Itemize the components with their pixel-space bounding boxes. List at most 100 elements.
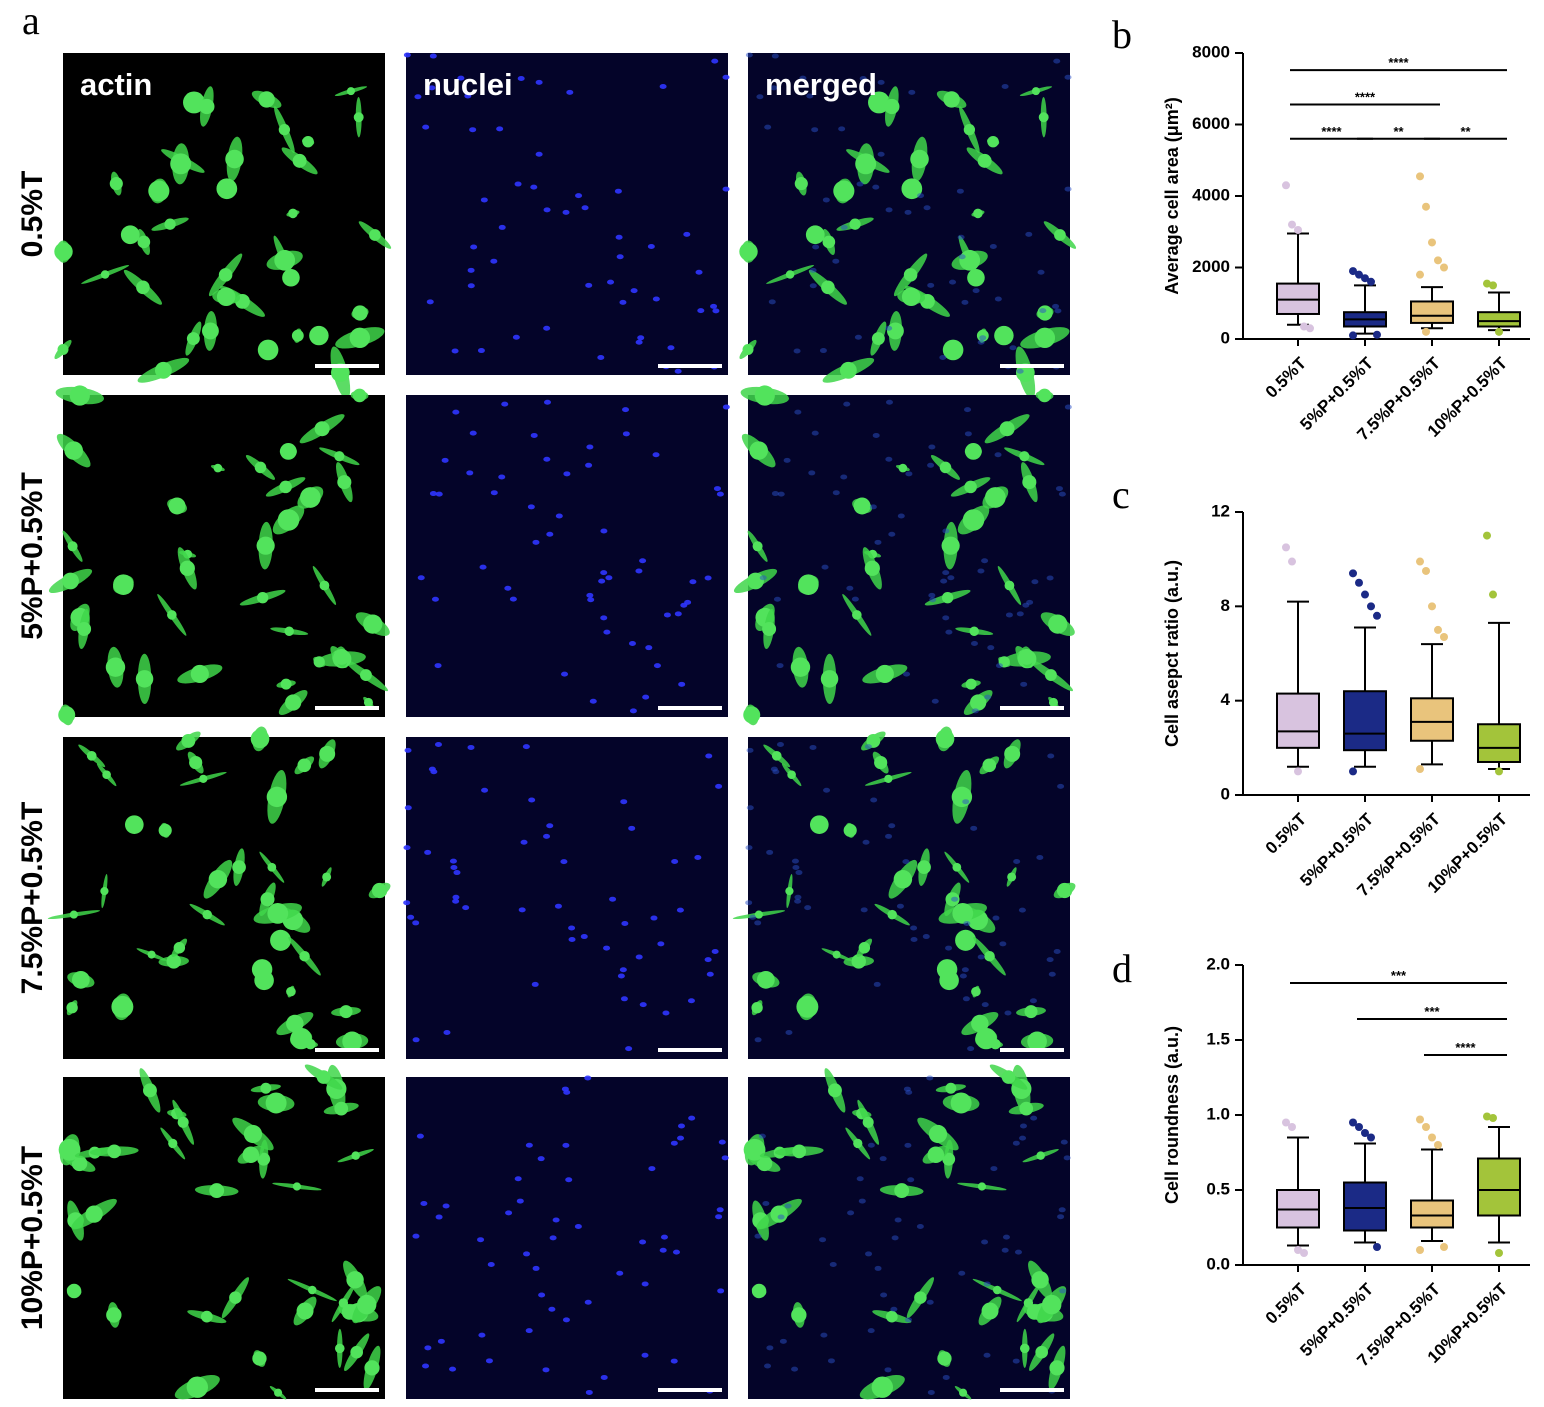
- cell-body: [982, 758, 997, 773]
- cell-body: [1035, 1345, 1048, 1359]
- nucleus: [983, 1281, 991, 1287]
- nucleus: [746, 805, 754, 811]
- nucleus: [927, 1389, 935, 1395]
- y-tick-label: 8000: [1192, 42, 1230, 61]
- nucleus: [749, 914, 757, 920]
- nucleus: [662, 1010, 670, 1016]
- y-tick-label: 8: [1221, 596, 1230, 615]
- significance-label: **: [1393, 124, 1404, 139]
- nucleus: [528, 797, 536, 803]
- cell-body: [260, 1082, 272, 1094]
- nucleus: [452, 894, 460, 900]
- cell-body: [999, 421, 1015, 437]
- nucleus: [660, 1234, 668, 1240]
- nucleus: [1004, 1010, 1012, 1016]
- cell-body: [319, 580, 330, 591]
- nucleus: [603, 945, 611, 951]
- cell-body: [100, 886, 109, 896]
- nucleus: [490, 258, 498, 264]
- nucleus: [629, 708, 637, 714]
- cell-body: [832, 950, 841, 959]
- nucleus: [884, 1367, 892, 1373]
- cell-body: [66, 1002, 78, 1014]
- nucleus: [403, 845, 411, 851]
- cell-body: [941, 592, 954, 604]
- nucleus: [819, 1237, 827, 1243]
- nucleus: [504, 585, 512, 591]
- nucleus: [650, 915, 658, 921]
- cell-body: [286, 1014, 304, 1033]
- cell-body: [168, 1138, 178, 1149]
- cell-body: [346, 87, 355, 96]
- nucleus: [597, 355, 605, 361]
- nucleus: [1064, 404, 1072, 410]
- nucleus: [992, 915, 1000, 921]
- significance-label: ***: [1391, 968, 1407, 983]
- nucleus: [450, 865, 458, 871]
- cell-body: [186, 332, 200, 346]
- cell-body: [120, 225, 140, 245]
- nucleus: [791, 858, 799, 864]
- nucleus: [1055, 486, 1063, 492]
- cell-body: [257, 1152, 271, 1166]
- cell-body: [820, 670, 839, 688]
- nucleus: [905, 1089, 913, 1095]
- cell-body: [935, 729, 955, 749]
- nucleus: [890, 1306, 898, 1312]
- nucleus: [428, 85, 436, 91]
- nucleus: [648, 1166, 656, 1172]
- nucleus: [697, 308, 705, 314]
- outlier: [1367, 602, 1375, 611]
- cell-body: [951, 786, 973, 808]
- cell-body: [962, 509, 985, 531]
- panel-letter: d: [1112, 946, 1132, 991]
- nucleus: [715, 1214, 723, 1220]
- nucleus: [958, 254, 966, 260]
- cell-body: [334, 1343, 345, 1354]
- nucleus: [712, 308, 720, 314]
- cell-body: [796, 995, 819, 1018]
- nucleus: [560, 859, 568, 865]
- cell-body: [739, 242, 758, 261]
- nucleus: [420, 1201, 428, 1207]
- nucleus: [1057, 1214, 1065, 1220]
- nucleus: [867, 1328, 875, 1334]
- outlier: [1489, 590, 1497, 599]
- outlier: [1300, 322, 1308, 331]
- nucleus: [1047, 753, 1055, 759]
- y-tick-label: 0: [1221, 784, 1230, 803]
- nucleus: [773, 596, 781, 602]
- outlier: [1434, 256, 1442, 265]
- significance-label: ****: [1355, 89, 1376, 104]
- nucleus: [562, 1317, 570, 1323]
- nucleus: [501, 401, 509, 407]
- outlier: [1428, 602, 1436, 611]
- nucleus: [566, 89, 574, 95]
- cell-body: [260, 892, 275, 907]
- nucleus: [670, 1358, 678, 1364]
- nucleus: [939, 355, 947, 361]
- y-tick-label: 0.0: [1206, 1254, 1230, 1273]
- nucleus: [869, 504, 877, 510]
- cell-body: [927, 1146, 945, 1164]
- cell-body: [57, 344, 69, 355]
- cell-body: [751, 1002, 763, 1014]
- outlier: [1422, 1123, 1430, 1131]
- micrograph: [54, 53, 392, 399]
- nucleus: [989, 244, 997, 250]
- cell-body: [278, 124, 291, 136]
- nucleus: [614, 188, 622, 194]
- nucleus: [776, 663, 784, 669]
- cell-body: [971, 1014, 989, 1033]
- cell-body: [839, 361, 857, 379]
- nucleus: [480, 197, 488, 203]
- nucleus: [630, 288, 638, 294]
- nucleus: [437, 1338, 445, 1344]
- nucleus: [838, 126, 846, 132]
- nucleus: [929, 597, 937, 603]
- cell-body: [964, 480, 977, 494]
- nucleus: [509, 596, 517, 602]
- cell-body: [202, 909, 212, 920]
- cell-body: [66, 1283, 82, 1299]
- nucleus: [1063, 1155, 1071, 1161]
